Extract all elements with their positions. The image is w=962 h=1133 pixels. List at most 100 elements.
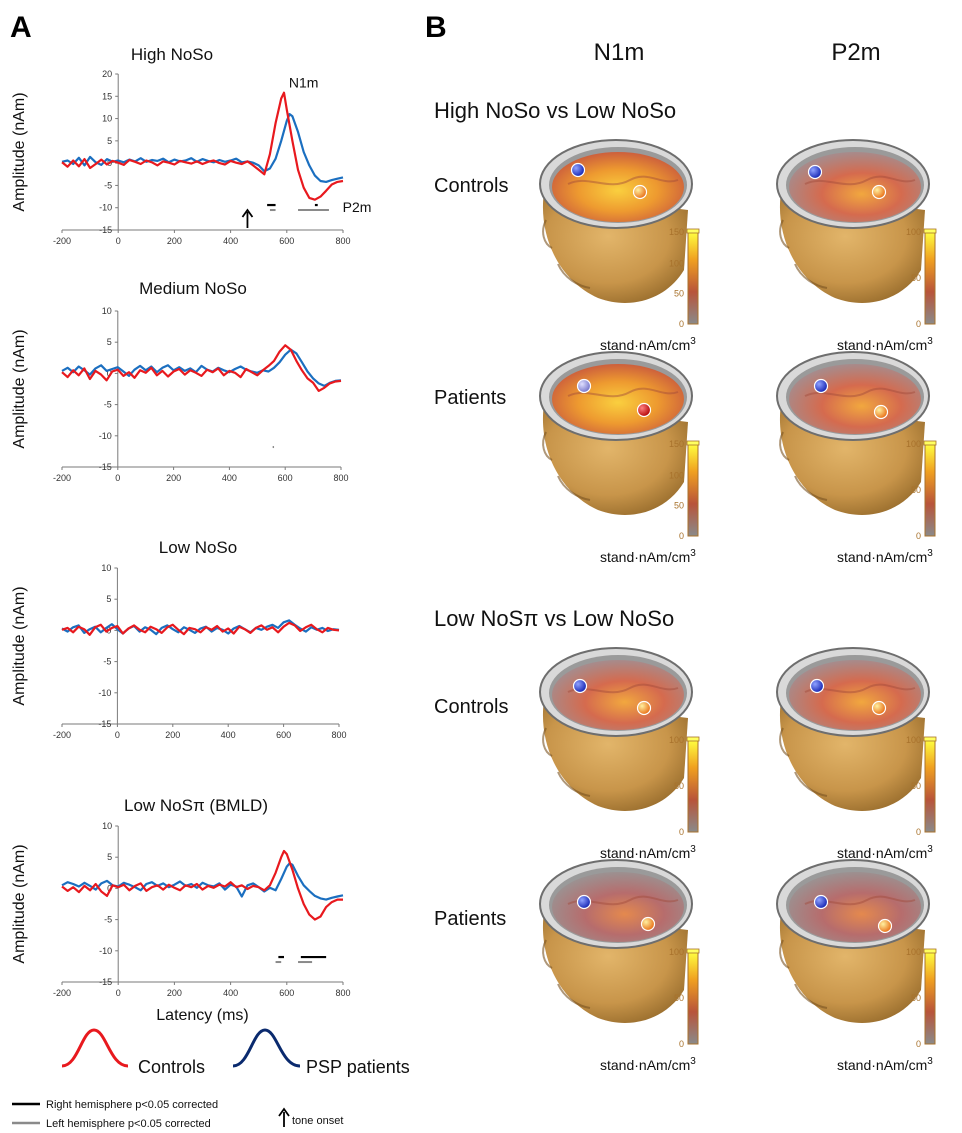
- y-tick-label: -5: [104, 400, 112, 410]
- y-tick-label: 0: [107, 368, 112, 378]
- x-tick-label: 400: [223, 988, 238, 998]
- unit-text: stand·nAm/cm: [600, 845, 690, 861]
- colorbar-tick-label: 150: [669, 439, 684, 449]
- cortex-activation: [789, 152, 921, 222]
- peak-label: P2m: [343, 199, 372, 215]
- x-tick-label: 0: [116, 988, 121, 998]
- colorbar: 100 50 0: [669, 947, 700, 1049]
- y-axis-label: Amplitude (nAm): [11, 329, 28, 448]
- unit-text: stand·nAm/cm: [600, 1057, 690, 1073]
- y-tick-label: -15: [99, 462, 112, 472]
- y-tick-label: -10: [99, 946, 112, 956]
- colorbar-cap: [686, 736, 700, 742]
- source-maps: N1m P2m High NoSo vs Low NoSo Controls 150 10…: [434, 39, 937, 1073]
- chart-2: Medium NoSo Amplitude (nAm) -200 0 200 400 600…: [11, 279, 349, 483]
- series-line-controls: [61, 344, 342, 392]
- unit-label: stand·nAm/cm3: [837, 844, 933, 861]
- colorbar-tick-label: 100: [669, 258, 684, 268]
- dipole-source: [570, 162, 586, 178]
- colorbar-gradient: [687, 231, 699, 325]
- dipole-source: [809, 678, 825, 694]
- cortex-activation: [789, 872, 921, 942]
- y-tick-label: -5: [104, 180, 112, 190]
- colorbar-tick-label: 0: [916, 1039, 921, 1049]
- colorbar-gradient: [924, 231, 936, 325]
- chart-4: Low NoSπ (BMLD) Amplitude (nAm) -200 0 200 40…: [11, 796, 351, 1024]
- y-tick-label: -15: [99, 225, 112, 235]
- y-tick-label: 10: [102, 306, 112, 316]
- colorbar: 100 50 0: [669, 735, 700, 837]
- unit-superscript: 3: [690, 336, 696, 347]
- row-patients: Patients150100500stand·nAm/cm3100500stan…: [434, 351, 937, 565]
- unit-text: stand·nAm/cm: [837, 845, 927, 861]
- cortex-activation: [552, 872, 684, 942]
- series-line-controls: [61, 91, 344, 201]
- face-contour: [779, 939, 828, 1009]
- x-tick-label: 600: [278, 473, 293, 483]
- cortex-activation: [789, 364, 921, 434]
- y-axis-label: Amplitude (nAm): [11, 586, 28, 705]
- colorbar-tick-label: 50: [911, 781, 921, 791]
- x-tick-label: -200: [53, 473, 71, 483]
- col-header-p2m: P2m: [831, 39, 880, 66]
- group-label: Patients: [434, 387, 506, 409]
- colorbar: 100 50 0: [906, 227, 937, 329]
- section-title: Low NoSπ vs Low NoSo: [434, 606, 674, 631]
- legend-tone-onset-arrowhead: [278, 1107, 290, 1117]
- legend-patients-swatch: [232, 1028, 301, 1068]
- head-model: [539, 351, 693, 515]
- colorbar-gradient: [924, 443, 936, 537]
- unit-superscript: 3: [927, 844, 933, 855]
- y-tick-label: -10: [98, 688, 111, 698]
- unit-label: stand·nAm/cm3: [600, 336, 696, 353]
- group-label: Patients: [434, 908, 506, 930]
- head-model: [776, 859, 930, 1023]
- colorbar-tick-label: 0: [916, 531, 921, 541]
- x-tick-label: 200: [166, 473, 181, 483]
- colorbar: 100 50 0: [906, 735, 937, 837]
- face-contour: [779, 727, 828, 797]
- unit-text: stand·nAm/cm: [837, 337, 927, 353]
- colorbar-tick-label: 0: [679, 319, 684, 329]
- series-line-patients: [61, 113, 344, 183]
- head-model: [776, 647, 930, 811]
- legend-patients-label: PSP patients: [306, 1057, 410, 1077]
- unit-superscript: 3: [927, 336, 933, 347]
- y-tick-label: 15: [102, 91, 112, 101]
- x-tick-label: 800: [335, 988, 350, 998]
- panel-b-letter: B: [425, 11, 447, 44]
- y-tick-label: 20: [102, 69, 112, 79]
- unit-superscript: 3: [927, 1056, 933, 1067]
- colorbar: 100 50 0: [906, 947, 937, 1049]
- tone-onset-arrowhead: [241, 208, 254, 218]
- dipole-source: [813, 378, 829, 394]
- legend-controls-label: Controls: [138, 1057, 205, 1077]
- colorbar-tick-label: 50: [911, 993, 921, 1003]
- cortex-activation: [789, 660, 921, 730]
- y-tick-label: 5: [107, 337, 112, 347]
- colorbar-tick-label: 50: [674, 289, 684, 299]
- x-tick-label: 800: [331, 730, 346, 740]
- chart-title: High NoSo: [131, 45, 213, 64]
- colorbar-gradient: [687, 443, 699, 537]
- col-header-n1m: N1m: [594, 39, 645, 66]
- x-tick-label: -200: [53, 988, 71, 998]
- head-model: [776, 351, 930, 515]
- dipole-source: [640, 916, 656, 932]
- colorbar-cap: [923, 948, 937, 954]
- dipole-source: [636, 700, 652, 716]
- x-tick-label: 0: [115, 473, 120, 483]
- x-tick-label: 800: [335, 236, 350, 246]
- row-controls: Controls150100500stand·nAm/cm3100500stan…: [434, 139, 937, 353]
- y-tick-label: -5: [103, 657, 111, 667]
- head-model: [539, 139, 693, 303]
- y-tick-label: 5: [106, 594, 111, 604]
- unit-label: stand·nAm/cm3: [600, 844, 696, 861]
- y-tick-label: -5: [104, 915, 112, 925]
- row-controls: Controls100500stand·nAm/cm3100500stand·n…: [434, 647, 937, 861]
- colorbar-tick-label: 100: [906, 947, 921, 957]
- dipole-source: [873, 404, 889, 420]
- face-contour: [779, 431, 828, 501]
- y-tick-label: 5: [107, 136, 112, 146]
- colorbar-tick-label: 100: [669, 470, 684, 480]
